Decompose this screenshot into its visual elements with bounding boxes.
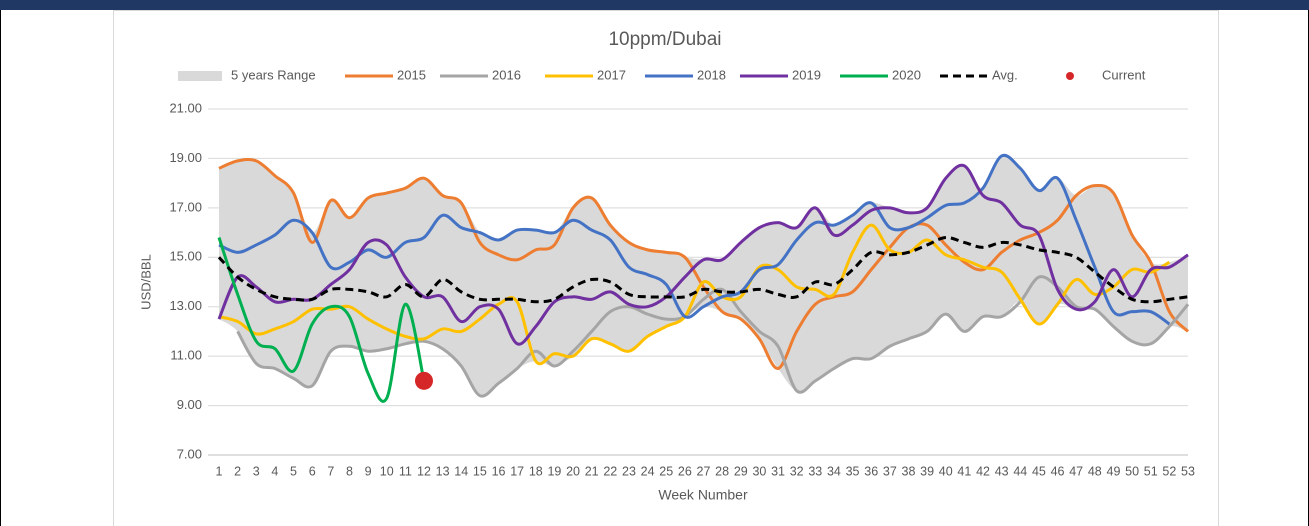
x-tick-label: 15 <box>473 464 487 478</box>
x-tick-label: 35 <box>846 464 860 478</box>
x-tick-label: 16 <box>492 464 506 478</box>
series-line <box>218 157 1190 370</box>
x-tick-label: 31 <box>771 464 785 478</box>
x-tick-label: 11 <box>399 464 412 478</box>
x-tick-label: 34 <box>827 464 841 478</box>
legend-item: 2015 <box>345 67 426 82</box>
x-tick-label: 27 <box>697 464 711 478</box>
y-tick-label: 7.00 <box>177 446 202 461</box>
x-tick-label: 49 <box>1107 464 1121 478</box>
x-tick-label: 17 <box>510 464 524 478</box>
legend-swatch <box>1066 72 1074 80</box>
x-tick-label: 33 <box>808 464 822 478</box>
x-tick-label: 44 <box>1013 464 1027 478</box>
y-tick-label: 13.00 <box>169 298 202 313</box>
x-tick-label: 36 <box>864 464 878 478</box>
x-tick-label: 13 <box>436 464 450 478</box>
legend-swatch <box>178 71 222 81</box>
y-tick-label: 17.00 <box>169 199 202 214</box>
legend-label: 2018 <box>697 67 726 82</box>
range-area <box>219 155 1188 397</box>
series-line <box>217 236 1189 304</box>
x-tick-label: 23 <box>622 464 636 478</box>
legend-item: Current <box>1066 67 1146 82</box>
x-tick-label: 8 <box>346 464 353 478</box>
y-tick-label: 9.00 <box>177 397 202 412</box>
x-tick-label: 2 <box>234 464 241 478</box>
legend-item: 2017 <box>545 67 626 82</box>
y-tick-label: 21.00 <box>169 100 202 115</box>
x-tick-label: 22 <box>603 464 617 478</box>
x-tick-label: 28 <box>715 464 729 478</box>
series-line <box>217 163 1189 346</box>
legend-label: Avg. <box>992 67 1018 82</box>
x-tick-label: 37 <box>883 464 897 478</box>
x-tick-label: 14 <box>454 464 468 478</box>
x-tick-label: 18 <box>529 464 543 478</box>
legend-label: 2020 <box>892 67 921 82</box>
x-tick-label: 51 <box>1144 464 1158 478</box>
x-tick-label: 5 <box>290 464 297 478</box>
x-tick-label: 24 <box>641 464 655 478</box>
x-tick-label: 38 <box>902 464 916 478</box>
x-tick-label: 52 <box>1162 464 1176 478</box>
x-tick-label: 6 <box>309 464 316 478</box>
legend-label: 5 years Range <box>231 67 316 82</box>
legend-item: 2016 <box>440 67 521 82</box>
x-tick-label: 3 <box>253 464 260 478</box>
y-tick-label: 11.00 <box>170 348 202 363</box>
x-tick-label: 47 <box>1069 464 1083 478</box>
x-tick-label: 53 <box>1181 464 1195 478</box>
x-tick-label: 46 <box>1051 464 1065 478</box>
x-tick-label: 40 <box>939 464 953 478</box>
legend-label: 2019 <box>792 67 821 82</box>
x-tick-label: 41 <box>957 464 971 478</box>
top-bar <box>0 0 1309 10</box>
current-marker <box>414 371 433 390</box>
legend-item: 5 years Range <box>178 67 316 82</box>
legend-item: 2018 <box>645 67 726 82</box>
x-tick-label: 10 <box>380 464 394 478</box>
x-axis-label: Week Number <box>658 487 748 503</box>
x-tick-label: 48 <box>1088 464 1102 478</box>
x-tick-label: 26 <box>678 464 692 478</box>
x-tick-label: 29 <box>734 464 748 478</box>
legend-label: 2015 <box>397 67 426 82</box>
y-axis-label: USD/BBL <box>138 254 153 310</box>
y-tick-label: 19.00 <box>169 150 202 165</box>
x-tick-label: 1 <box>216 464 223 478</box>
legend-item: 2019 <box>740 67 821 82</box>
chart-title: 10ppm/Dubai <box>608 29 721 50</box>
legend-item: Avg. <box>940 67 1018 82</box>
x-tick-label: 9 <box>365 464 372 478</box>
x-tick-label: 12 <box>417 464 431 478</box>
x-tick-label: 21 <box>585 464 599 478</box>
x-tick-label: 43 <box>995 464 1009 478</box>
x-tick-label: 25 <box>659 464 673 478</box>
legend-label: 2017 <box>597 67 626 82</box>
series-line <box>218 223 1171 366</box>
x-tick-label: 30 <box>752 464 766 478</box>
y-tick-label: 15.00 <box>169 249 202 264</box>
x-tick-label: 32 <box>790 464 804 478</box>
series-line <box>217 237 426 403</box>
legend-label: 2016 <box>492 67 521 82</box>
series-line <box>218 153 1171 326</box>
legend-item: 2020 <box>840 67 921 82</box>
x-tick-label: 50 <box>1125 464 1139 478</box>
x-tick-label: 7 <box>327 464 334 478</box>
legend-label: Current <box>1102 67 1146 82</box>
x-tick-label: 19 <box>547 464 561 478</box>
x-tick-label: 4 <box>271 464 278 478</box>
x-tick-label: 42 <box>976 464 990 478</box>
x-tick-label: 20 <box>566 464 580 478</box>
x-tick-label: 39 <box>920 464 934 478</box>
x-tick-label: 45 <box>1032 464 1046 478</box>
